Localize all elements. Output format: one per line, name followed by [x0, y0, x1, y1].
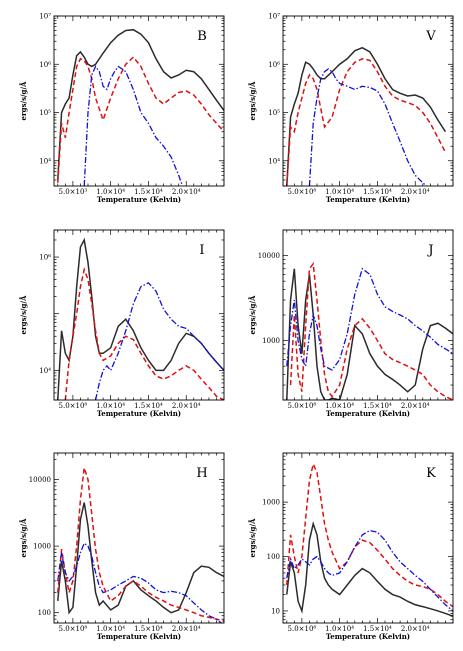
series-group	[287, 464, 453, 616]
y-axis-label: ergs/s/g/Å	[248, 295, 257, 334]
chart-panel-K: 5.0×10⁸ 1.0×10⁴ 1.5×10⁴ 2.0×10⁴101001000Tem…	[248, 453, 453, 641]
series-line-dashed-red	[287, 59, 446, 186]
series-group	[58, 468, 224, 625]
y-tick-label: 10⁷	[39, 13, 51, 21]
x-tick-label: 5.0×10⁸	[59, 402, 88, 410]
y-tick-label: 10000	[258, 252, 280, 260]
band-label: J	[426, 243, 433, 258]
series-group	[287, 48, 446, 186]
x-axis-label: Temperature (Kelvin)	[326, 195, 410, 204]
y-axis-label: ergs/s/g/Å	[19, 295, 28, 334]
series-line-dashed-red	[65, 270, 224, 400]
series-line-solid-black	[287, 269, 453, 400]
y-tick-label: 10	[271, 607, 280, 615]
series-line-dashdot-blue	[58, 543, 224, 625]
series-group	[287, 264, 453, 400]
y-tick-label: 100	[267, 553, 280, 561]
x-tick-label: 5.0×10⁸	[288, 402, 317, 410]
y-axis-label: ergs/s/g/Å	[248, 81, 257, 120]
x-axis-label: Temperature (Kelvin)	[97, 195, 181, 204]
band-label: H	[196, 466, 207, 481]
y-tick-label: 100	[38, 609, 51, 617]
y-tick-label: 10⁷	[268, 13, 280, 21]
series-line-solid-black	[58, 503, 224, 613]
series-group	[58, 30, 224, 186]
chart-panel-B: 5.0×10³ 1.0×10⁴ 1.5×10⁴ 2.0×10⁴10⁴10⁵10⁶10⁷…	[19, 13, 224, 205]
y-tick-label: 10⁵	[39, 109, 51, 117]
series-line-dashdot-blue	[309, 69, 426, 186]
y-tick-label: 10⁴	[268, 157, 280, 165]
series-line-dashed-red	[287, 464, 453, 607]
y-tick-label: 10⁵	[268, 109, 280, 117]
y-tick-label: 1000	[262, 499, 280, 507]
band-label: K	[426, 466, 436, 481]
chart-panel-I: 5.0×10⁸ 1.0×10⁴ 1.5×10⁴ 2.0×10⁴10⁴10⁶Temper…	[19, 230, 224, 418]
x-axis-label: Temperature (Kelvin)	[326, 409, 410, 418]
y-axis-label: ergs/s/g/Å	[19, 518, 28, 557]
y-tick-label: 10⁶	[39, 254, 51, 262]
band-label: B	[197, 29, 207, 44]
y-tick-label: 10⁶	[39, 61, 51, 69]
x-axis-label: Temperature (Kelvin)	[97, 632, 181, 641]
x-tick-label: 5.0×10³	[59, 188, 88, 196]
chart-panel-H: 5.0×10⁸ 1.0×10⁴ 1.5×10⁴ 2.0×10⁴100100010000…	[19, 453, 224, 641]
chart-panel-V: 5.0×10⁸ 1.0×10⁴ 1.5×10⁴ 2.0×10⁴10⁴10⁵10⁶10⁷…	[248, 13, 453, 205]
y-tick-label: 10⁶	[268, 61, 280, 69]
y-axis-label: ergs/s/g/Å	[248, 518, 257, 557]
band-label: I	[199, 243, 204, 258]
x-tick-label: 5.0×10⁸	[288, 188, 317, 196]
x-axis-label: Temperature (Kelvin)	[326, 632, 410, 641]
y-tick-label: 10⁴	[39, 367, 51, 375]
y-axis-label: ergs/s/g/Å	[19, 81, 28, 120]
x-axis-label: Temperature (Kelvin)	[97, 409, 181, 418]
series-line-solid-black	[287, 524, 453, 616]
x-tick-label: 5.0×10⁸	[59, 625, 88, 633]
band-label: V	[425, 29, 436, 44]
x-tick-label: 5.0×10⁸	[288, 625, 317, 633]
series-line-solid-black	[58, 30, 224, 180]
y-tick-label: 1000	[33, 543, 51, 551]
series-line-dashdot-blue	[84, 66, 182, 186]
series-group	[58, 240, 224, 400]
y-tick-label: 10000	[29, 476, 51, 484]
series-line-dashed-red	[58, 468, 224, 621]
y-tick-label: 1000	[262, 337, 280, 345]
chart-panel-J: 5.0×10⁸ 1.0×10⁴ 1.5×10⁴ 2.0×10⁴100010000Tem…	[248, 230, 453, 418]
y-tick-label: 10⁴	[39, 157, 51, 165]
